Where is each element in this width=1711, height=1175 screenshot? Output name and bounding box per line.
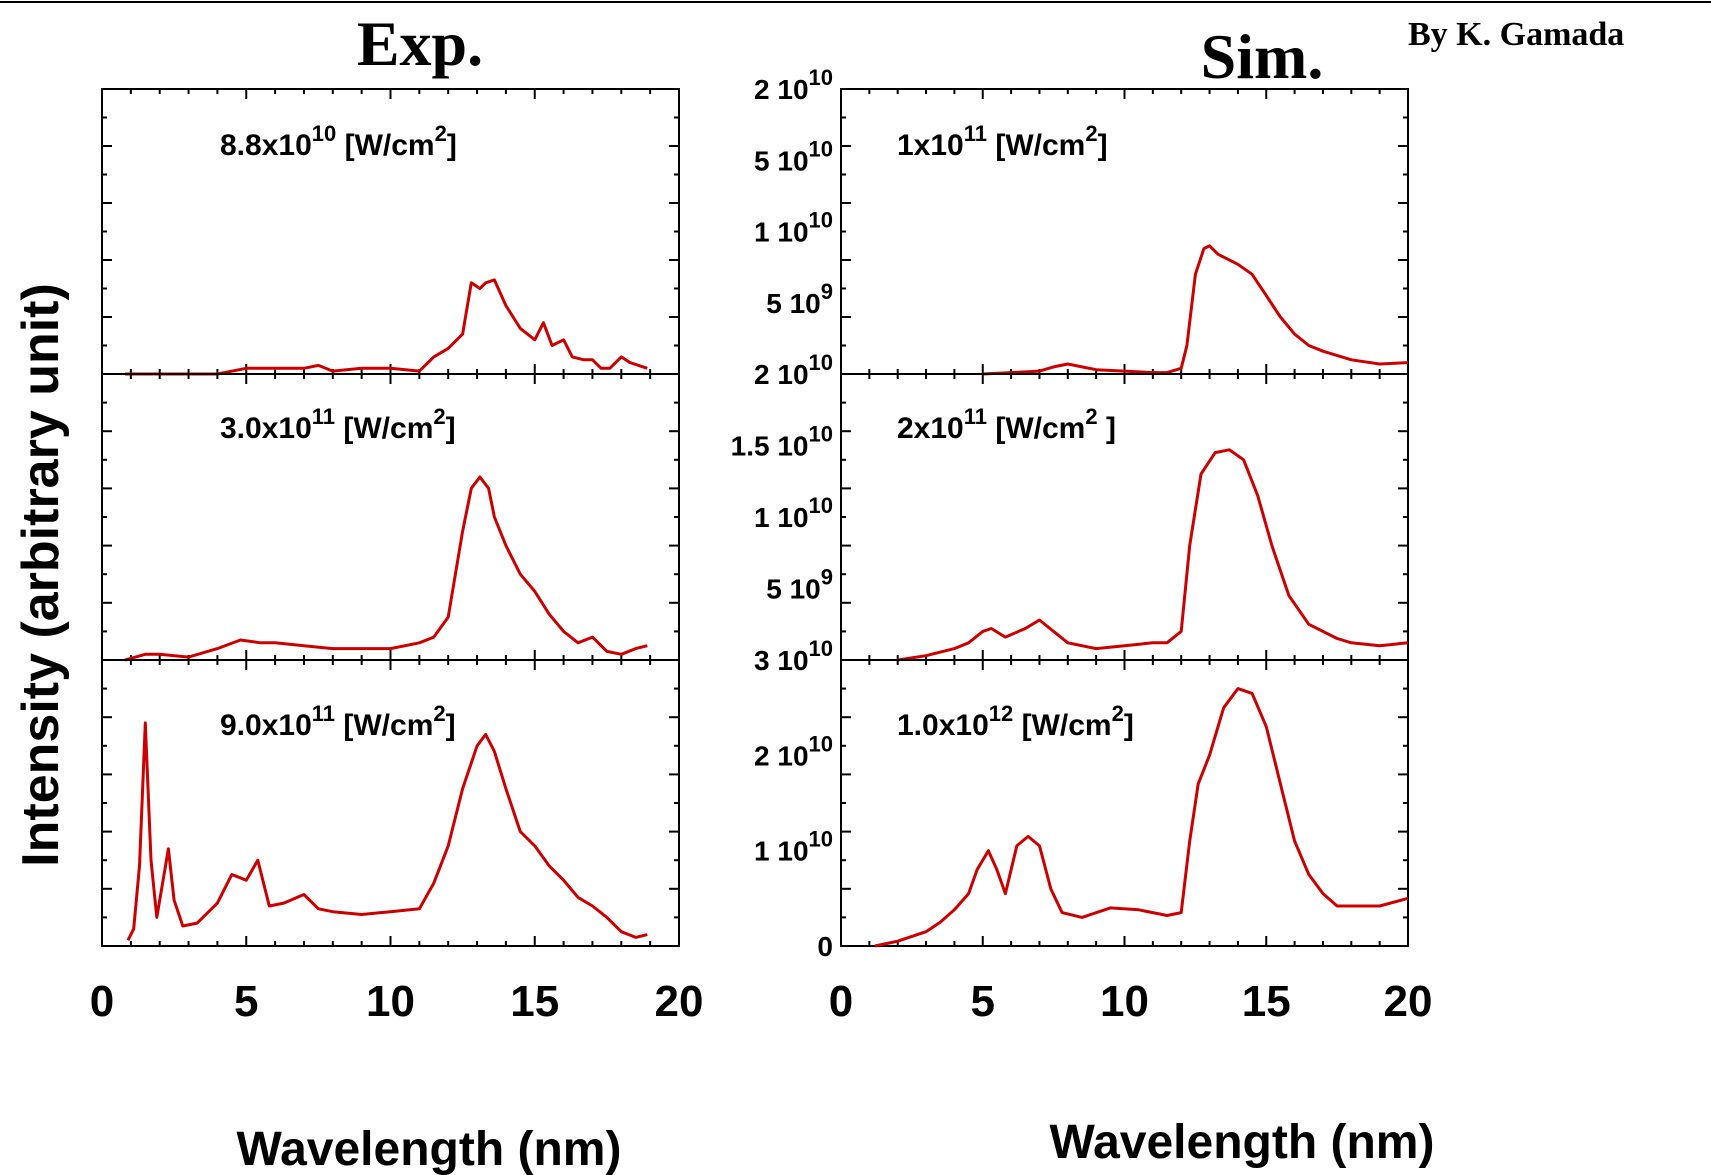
intensity-label-unit-exp: 2 xyxy=(435,121,447,146)
spectrum-line xyxy=(982,244,1409,376)
y-tick-label-exp: 9 xyxy=(821,279,833,304)
y-tick-label-base: 2 10 xyxy=(754,740,809,771)
y-tick-label-exp: 10 xyxy=(809,422,833,447)
y-tick-label: 3 1010 xyxy=(754,636,833,676)
intensity-label-close: ] xyxy=(1098,412,1116,445)
intensity-label-unit-exp: 2 xyxy=(433,404,445,429)
intensity-label-unit: [W/cm xyxy=(1013,709,1111,742)
y-tick-label-exp: 10 xyxy=(809,731,833,756)
intensity-label-unit: [W/cm xyxy=(987,412,1085,445)
spectrum-line xyxy=(897,448,1409,662)
intensity-label-exp: 10 xyxy=(312,121,336,146)
x-tick-label: 20 xyxy=(1384,977,1433,1026)
intensity-label-close: ] xyxy=(446,709,456,742)
y-tick-label-exp: 10 xyxy=(809,827,833,852)
subplot-frame xyxy=(101,659,680,947)
y-tick-label: 5 109 xyxy=(766,565,833,605)
plots: 8.8x1010 [W/cm2]3.0x1011 [W/cm2]9.0x1011… xyxy=(90,65,1433,1026)
y-tick-label: 5 1010 xyxy=(754,136,833,176)
x-tick-label: 0 xyxy=(90,977,114,1026)
y-tick-label: 2 1010 xyxy=(754,731,833,771)
y-tick-label-base: 1 10 xyxy=(754,217,809,248)
x-tick-label: 5 xyxy=(234,977,258,1026)
intensity-label-exp: 12 xyxy=(989,701,1013,726)
intensity-label-unit-exp: 2 xyxy=(1085,121,1097,146)
spectrum-line xyxy=(125,278,648,376)
y-tick-label-base: 0 xyxy=(817,931,833,962)
y-tick-label: 1.5 1010 xyxy=(731,422,833,462)
y-tick-label-base: 1.5 10 xyxy=(731,431,809,462)
sim-title: Sim. xyxy=(1201,21,1324,92)
x-tick-label: 15 xyxy=(510,977,559,1026)
intensity-label-unit: [W/cm xyxy=(335,709,433,742)
y-tick-label-base: 5 10 xyxy=(766,288,821,319)
y-tick-label-exp: 10 xyxy=(809,136,833,161)
exp-x-axis-label: Wavelength (nm) xyxy=(237,1123,622,1175)
intensity-label-exp: 11 xyxy=(964,404,987,429)
intensity-label-base: 2x10 xyxy=(897,412,964,445)
intensity-label-base: 8.8x10 xyxy=(220,129,312,162)
intensity-label-close: ] xyxy=(446,412,456,445)
intensity-label: 1x1011 [W/cm2] xyxy=(897,121,1108,162)
intensity-label: 9.0x1011 [W/cm2] xyxy=(220,701,456,742)
intensity-label: 3.0x1011 [W/cm2] xyxy=(220,404,456,445)
intensity-label-unit-exp: 2 xyxy=(1085,404,1097,429)
y-tick-label-base: 1 10 xyxy=(754,836,809,867)
intensity-label: 1.0x1012 [W/cm2] xyxy=(897,701,1134,742)
y-tick-label: 1 1010 xyxy=(754,208,833,248)
intensity-label-unit-exp: 2 xyxy=(1112,701,1124,726)
intensity-label-base: 9.0x10 xyxy=(220,709,312,742)
y-tick-label-exp: 10 xyxy=(809,493,833,518)
x-tick-label: 10 xyxy=(1100,977,1149,1026)
x-tick-label: 20 xyxy=(655,977,704,1026)
intensity-label: 2x1011 [W/cm2 ] xyxy=(897,404,1116,445)
y-tick-label-base: 5 10 xyxy=(766,574,821,605)
y-tick-label-base: 2 10 xyxy=(754,74,809,105)
x-tick-label: 15 xyxy=(1242,977,1291,1026)
y-tick-label: 2 1010 xyxy=(754,65,833,105)
subplot-frame xyxy=(840,659,1409,947)
y-tick-label: 1 1010 xyxy=(754,827,833,867)
y-tick-label: 0 xyxy=(817,931,833,962)
y-tick-label-base: 5 10 xyxy=(754,145,809,176)
intensity-label-unit-exp: 2 xyxy=(433,701,445,726)
spectrum-line xyxy=(126,721,648,941)
intensity-label-close: ] xyxy=(447,129,457,162)
y-tick-label-exp: 10 xyxy=(809,350,833,375)
intensity-label-base: 1x10 xyxy=(897,129,964,162)
y-tick-label-base: 2 10 xyxy=(754,359,809,390)
credit-text: By K. Gamada xyxy=(1408,16,1624,53)
y-tick-label-base: 3 10 xyxy=(754,645,809,676)
y-tick-label-exp: 10 xyxy=(809,636,833,661)
y-tick-label: 5 109 xyxy=(766,279,833,319)
intensity-label-unit: [W/cm xyxy=(987,129,1085,162)
spectrum-line xyxy=(874,687,1409,948)
exp-title: Exp. xyxy=(357,8,483,79)
intensity-label-exp: 11 xyxy=(312,404,335,429)
x-tick-label: 5 xyxy=(971,977,995,1026)
y-tick-label-exp: 9 xyxy=(821,565,833,590)
intensity-label-unit: [W/cm xyxy=(336,129,434,162)
intensity-label-base: 3.0x10 xyxy=(220,412,312,445)
sim-x-axis-label: Wavelength (nm) xyxy=(1050,1116,1435,1169)
y-tick-label: 1 1010 xyxy=(754,493,833,533)
intensity-label-exp: 11 xyxy=(964,121,987,146)
intensity-label-exp: 11 xyxy=(312,701,335,726)
intensity-label-unit: [W/cm xyxy=(335,412,433,445)
intensity-label-base: 1.0x10 xyxy=(897,709,989,742)
y-axis-label: Intensity (arbitrary unit) xyxy=(12,283,70,867)
intensity-label-close: ] xyxy=(1098,129,1108,162)
intensity-label: 8.8x1010 [W/cm2] xyxy=(220,121,457,162)
spectrum-line xyxy=(124,475,648,662)
intensity-label-close: ] xyxy=(1124,709,1134,742)
x-tick-label: 0 xyxy=(829,977,853,1026)
x-tick-label: 10 xyxy=(366,977,415,1026)
y-tick-label: 2 1010 xyxy=(754,350,833,390)
y-tick-label-base: 1 10 xyxy=(754,502,809,533)
y-tick-label-exp: 10 xyxy=(809,208,833,233)
y-tick-label-exp: 10 xyxy=(809,65,833,90)
